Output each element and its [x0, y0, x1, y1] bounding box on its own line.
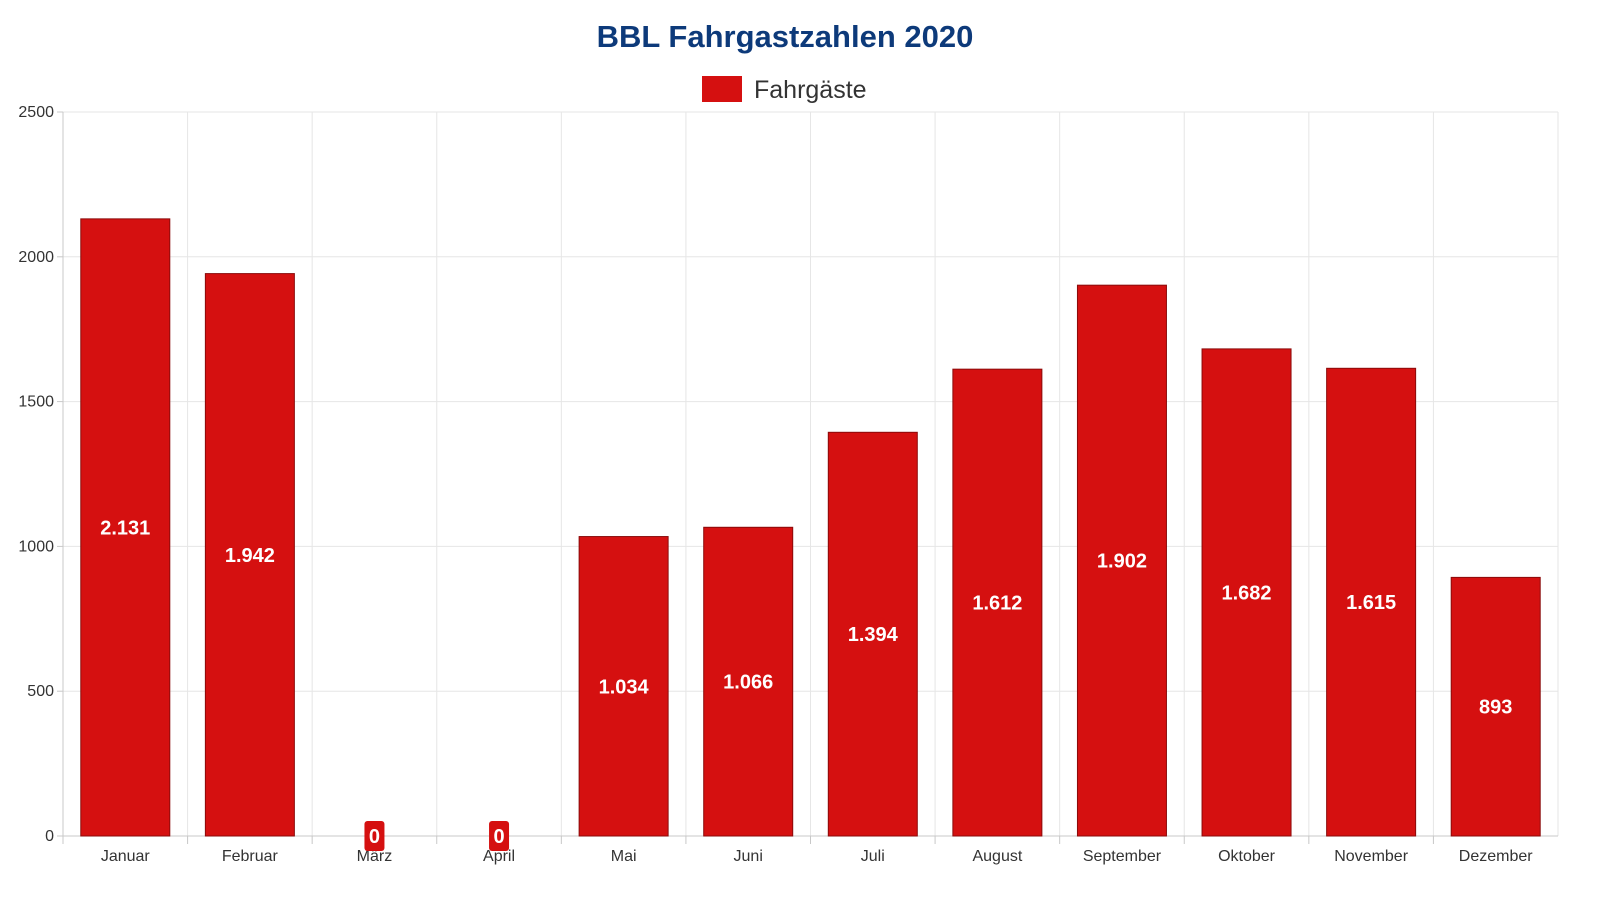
data-label: 893: [1479, 697, 1512, 719]
data-label: 1.066: [723, 672, 773, 694]
y-tick-label: 500: [27, 683, 54, 700]
x-tick-label: Januar: [101, 848, 151, 865]
bar[interactable]: [204, 273, 295, 837]
bar[interactable]: [578, 536, 669, 837]
x-tick-label: Juni: [734, 848, 763, 865]
bar[interactable]: [1450, 576, 1541, 837]
data-label: 1.034: [599, 676, 650, 698]
y-tick-label: 2500: [18, 104, 54, 121]
legend-swatch: [702, 76, 742, 102]
x-tick-label: März: [357, 848, 393, 865]
data-label: 1.612: [972, 593, 1022, 615]
bar[interactable]: [703, 526, 794, 837]
data-label: 1.902: [1097, 551, 1147, 573]
data-label: 0: [369, 826, 380, 848]
bar[interactable]: [80, 218, 171, 837]
x-tick-label: Februar: [222, 848, 279, 865]
data-label: 1.682: [1222, 582, 1272, 604]
bar[interactable]: [952, 368, 1043, 837]
legend[interactable]: Fahrgäste: [702, 76, 867, 104]
y-tick-label: 1500: [18, 394, 54, 411]
data-label: 1.942: [225, 545, 275, 567]
y-tick-label: 1000: [18, 538, 54, 555]
data-label: 1.394: [848, 624, 899, 646]
y-tick-label: 2000: [18, 249, 54, 266]
x-tick-label: Dezember: [1459, 848, 1533, 865]
axes: 0 500 1000 1500 2000 2500 Januar Februar März Apr…: [18, 104, 1558, 865]
data-label: 0: [493, 826, 504, 848]
grid: [63, 111, 1559, 836]
x-tick-label: April: [483, 848, 515, 865]
zero-value-badge: [364, 821, 385, 851]
data-labels: 2.131 1.942 0 0 1.034 1.066 1.394 1.612 1.902 1.6…: [100, 517, 1512, 851]
x-tick-label: August: [972, 848, 1022, 865]
y-tick-label: 0: [45, 828, 54, 845]
bar[interactable]: [827, 431, 918, 837]
zero-value-badge: [489, 821, 510, 851]
bars: [80, 218, 1541, 837]
chart-title: BBL Fahrgastzahlen 2020: [597, 19, 974, 54]
x-tick-label: November: [1334, 848, 1408, 865]
bar[interactable]: [1076, 284, 1167, 837]
x-tick-label: Mai: [611, 848, 637, 865]
bar[interactable]: [1201, 348, 1292, 837]
data-label: 1.615: [1346, 592, 1396, 614]
x-tick-label: Juli: [861, 848, 885, 865]
legend-label: Fahrgäste: [754, 76, 867, 104]
x-tick-label: September: [1083, 848, 1162, 865]
x-tick-label: Oktober: [1218, 848, 1276, 865]
bar[interactable]: [1326, 367, 1417, 837]
data-label: 2.131: [100, 517, 150, 539]
